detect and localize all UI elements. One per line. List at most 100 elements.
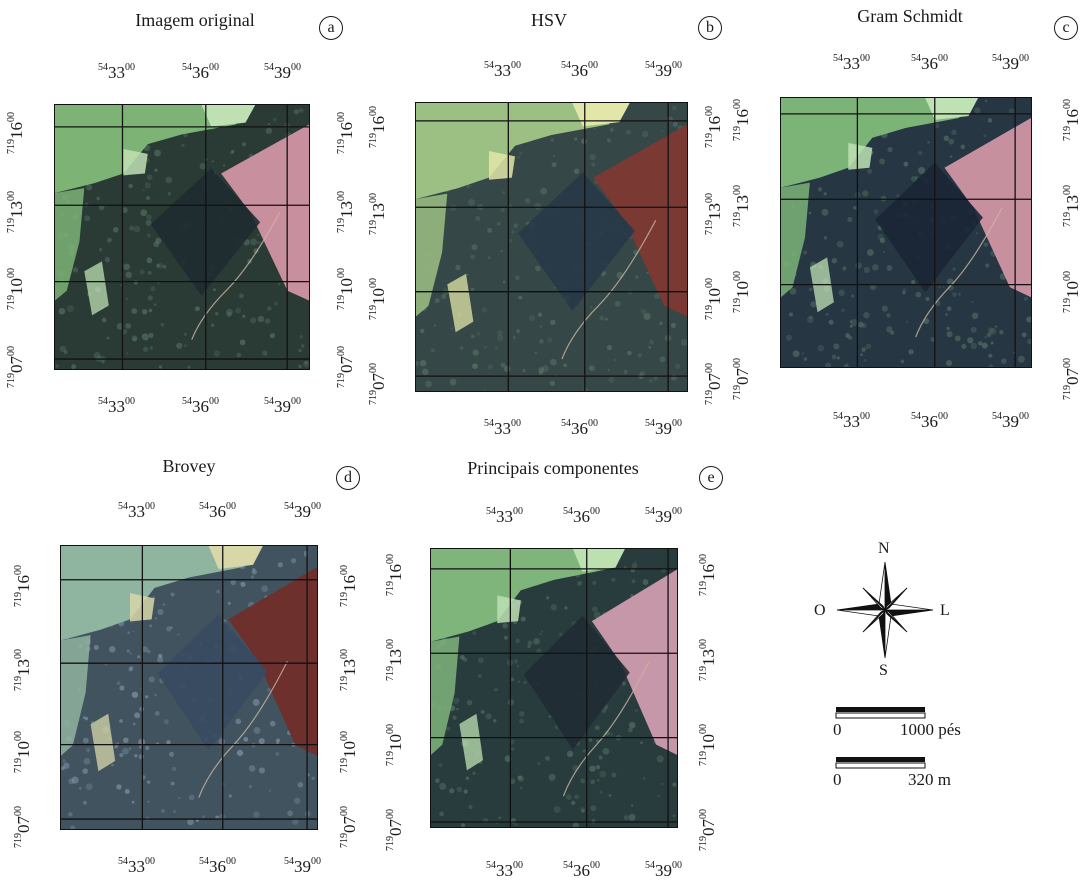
forest-texture <box>146 257 153 264</box>
forest-texture <box>577 581 582 586</box>
forest-texture <box>250 317 257 324</box>
forest-texture <box>653 376 658 381</box>
y-coordinate-label-left: 7190700 <box>385 809 405 851</box>
left-pasture-strip <box>416 193 448 317</box>
forest-texture <box>104 257 110 263</box>
forest-texture <box>648 346 652 349</box>
coord-main: 16 <box>14 575 33 592</box>
forest-texture <box>139 269 145 275</box>
forest-texture <box>112 226 119 233</box>
satellite-image <box>430 548 678 828</box>
forest-texture <box>614 300 621 307</box>
forest-texture <box>82 768 89 774</box>
forest-texture <box>949 155 953 158</box>
coord-prefix: 719 <box>1062 298 1073 313</box>
forest-texture <box>133 225 141 233</box>
scale-feet-zero: 0 <box>833 720 842 739</box>
coord-prefix: 719 <box>385 836 396 851</box>
forest-texture <box>510 747 515 751</box>
forest-texture <box>132 630 135 633</box>
y-coordinate-label-left: 7191600 <box>385 554 405 596</box>
forest-texture <box>476 332 481 336</box>
coord-main: 13 <box>369 203 388 220</box>
road <box>915 207 1003 338</box>
coord-prefix: 719 <box>339 833 350 848</box>
forest-texture <box>86 184 93 191</box>
forest-texture <box>58 308 66 315</box>
forest-texture <box>984 336 987 339</box>
coord-prefix: 54 <box>199 856 209 867</box>
clearing <box>123 148 148 176</box>
forest-texture <box>643 312 651 320</box>
coord-suffix: 00 <box>209 396 219 407</box>
coord-prefix: 54 <box>561 60 571 71</box>
forest-texture <box>137 655 141 659</box>
forest-texture <box>836 356 840 360</box>
forest-texture <box>128 183 133 189</box>
cultivated-field <box>228 566 317 756</box>
panel-letter-badge: c <box>1054 16 1078 40</box>
forest-texture <box>844 363 849 367</box>
coord-main: 33 <box>496 861 513 880</box>
forest-texture <box>825 362 832 367</box>
forest-texture <box>211 160 214 163</box>
forest-texture <box>566 750 574 758</box>
forest-texture <box>251 569 257 575</box>
forest-texture <box>236 749 244 757</box>
forest-texture <box>170 592 175 597</box>
forest-texture <box>639 371 646 377</box>
forest-texture <box>71 776 79 784</box>
forest-texture <box>910 279 916 285</box>
coord-prefix: 719 <box>698 836 709 851</box>
forest-texture <box>672 121 678 127</box>
y-coordinate-label-right: 7190700 <box>704 363 724 405</box>
forest-texture <box>154 694 157 697</box>
forest-texture <box>987 327 994 334</box>
forest-texture <box>85 783 93 791</box>
x-coordinate-label-top: 543900 <box>264 63 301 82</box>
forest-texture <box>123 263 130 271</box>
forest-texture <box>831 354 837 360</box>
forest-texture <box>580 778 586 784</box>
forest-texture <box>144 182 151 189</box>
forest-texture <box>887 146 893 153</box>
forest-texture <box>581 138 587 145</box>
forest-texture <box>589 153 596 161</box>
small-field <box>90 713 116 772</box>
left-pasture-strip <box>781 182 810 298</box>
forest-texture <box>114 744 118 749</box>
forest-texture <box>71 364 77 369</box>
y-coordinate-label-left: 7191600 <box>6 112 26 154</box>
coord-prefix: 719 <box>698 751 709 766</box>
forest-texture <box>420 328 425 334</box>
forest-texture <box>540 187 548 195</box>
forest-texture <box>983 134 987 138</box>
coord-main: 36 <box>192 63 209 82</box>
forest-texture <box>513 223 519 229</box>
small-field <box>84 261 109 316</box>
forest-texture <box>441 294 447 299</box>
forest-texture <box>604 317 608 321</box>
coord-main: 16 <box>337 122 356 139</box>
forest-texture <box>517 155 521 159</box>
coord-suffix: 00 <box>145 856 155 867</box>
forest-texture <box>656 755 664 763</box>
forest-texture <box>863 312 870 319</box>
coord-main: 39 <box>655 419 672 438</box>
forest-texture <box>147 271 152 275</box>
x-coordinate-label-top: 543300 <box>484 61 521 80</box>
map-panel-b: HSV b 543300 543300 543600 543600 543900 54390… <box>0 0 724 437</box>
y-coordinate-label-right: 7190700 <box>698 809 718 851</box>
forest-texture <box>468 199 475 206</box>
coord-prefix: 719 <box>698 666 709 681</box>
forest-texture <box>240 582 246 588</box>
forest-texture <box>833 343 840 350</box>
y-coordinate-label-right: 7191300 <box>336 191 356 233</box>
forest-texture <box>511 230 515 234</box>
forest-texture <box>518 711 525 717</box>
forest-texture <box>123 737 129 744</box>
forest-texture <box>512 335 517 340</box>
forest-texture <box>948 138 955 145</box>
coord-main: 13 <box>1063 195 1082 212</box>
coord-suffix: 00 <box>938 411 948 422</box>
